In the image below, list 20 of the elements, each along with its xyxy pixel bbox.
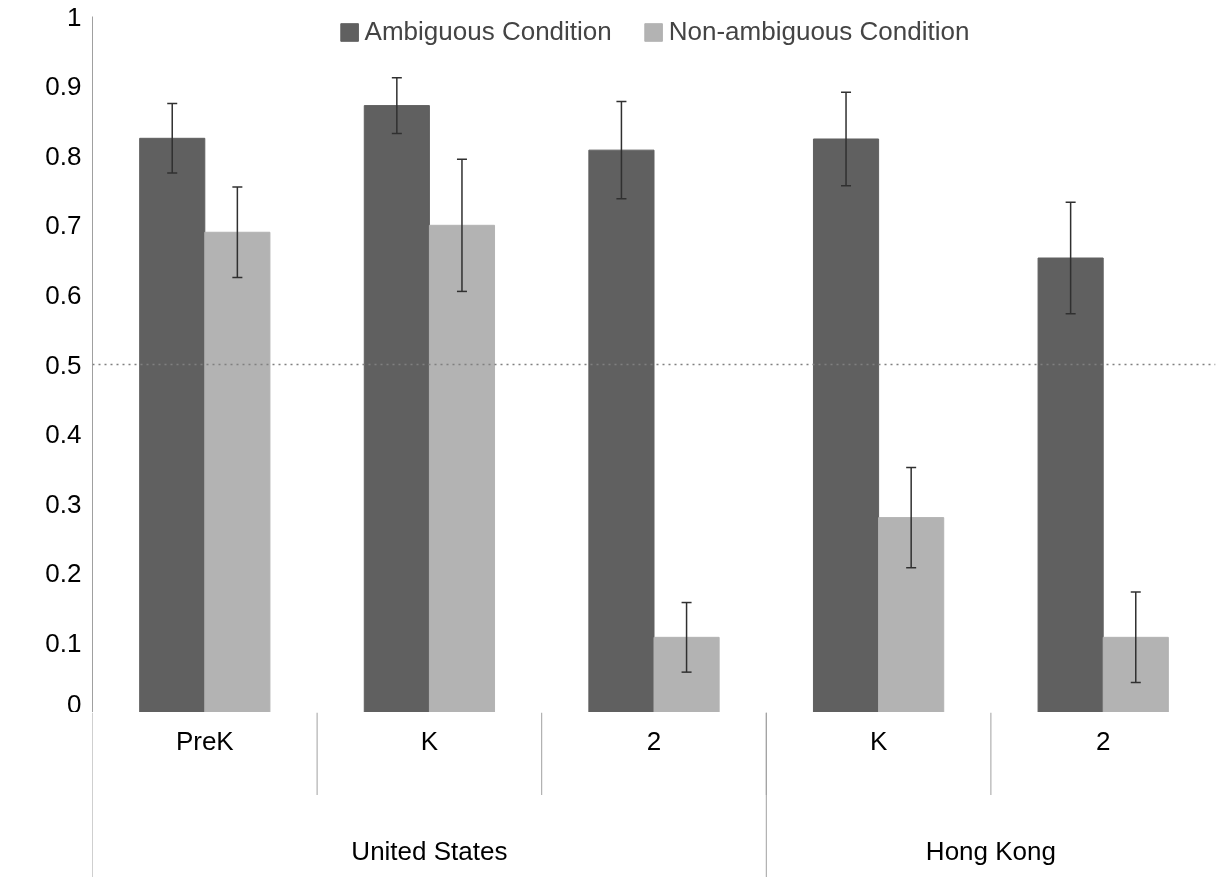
x-tick-label: K <box>869 725 888 756</box>
y-tick-label: 0.8 <box>45 140 82 171</box>
legend-label: Non-ambiguous Condition <box>668 16 970 47</box>
y-tick-label: 0.7 <box>45 210 82 241</box>
text: United States <box>351 836 508 867</box>
y-tick-label: 0 <box>67 688 82 719</box>
text: Hong Kong <box>925 836 1056 867</box>
y-tick-label: 0.5 <box>45 349 82 380</box>
y-tick-label: 0.6 <box>45 279 82 310</box>
y-tick-label: 0.2 <box>45 558 82 589</box>
legend-label: Ambiguous Condition <box>364 16 612 47</box>
x-tick-label: 2 <box>1095 725 1111 756</box>
x-tick-label: K <box>420 725 439 756</box>
y-tick-label: 1 <box>67 1 82 32</box>
y-tick-label: 0.1 <box>45 627 82 658</box>
x-tick-label: PreK <box>175 725 235 756</box>
y-tick-label: 0.3 <box>45 488 82 519</box>
y-tick-label: 0.4 <box>45 419 82 450</box>
y-tick-label: 0.9 <box>45 71 82 102</box>
x-tick-label: 2 <box>646 725 662 756</box>
